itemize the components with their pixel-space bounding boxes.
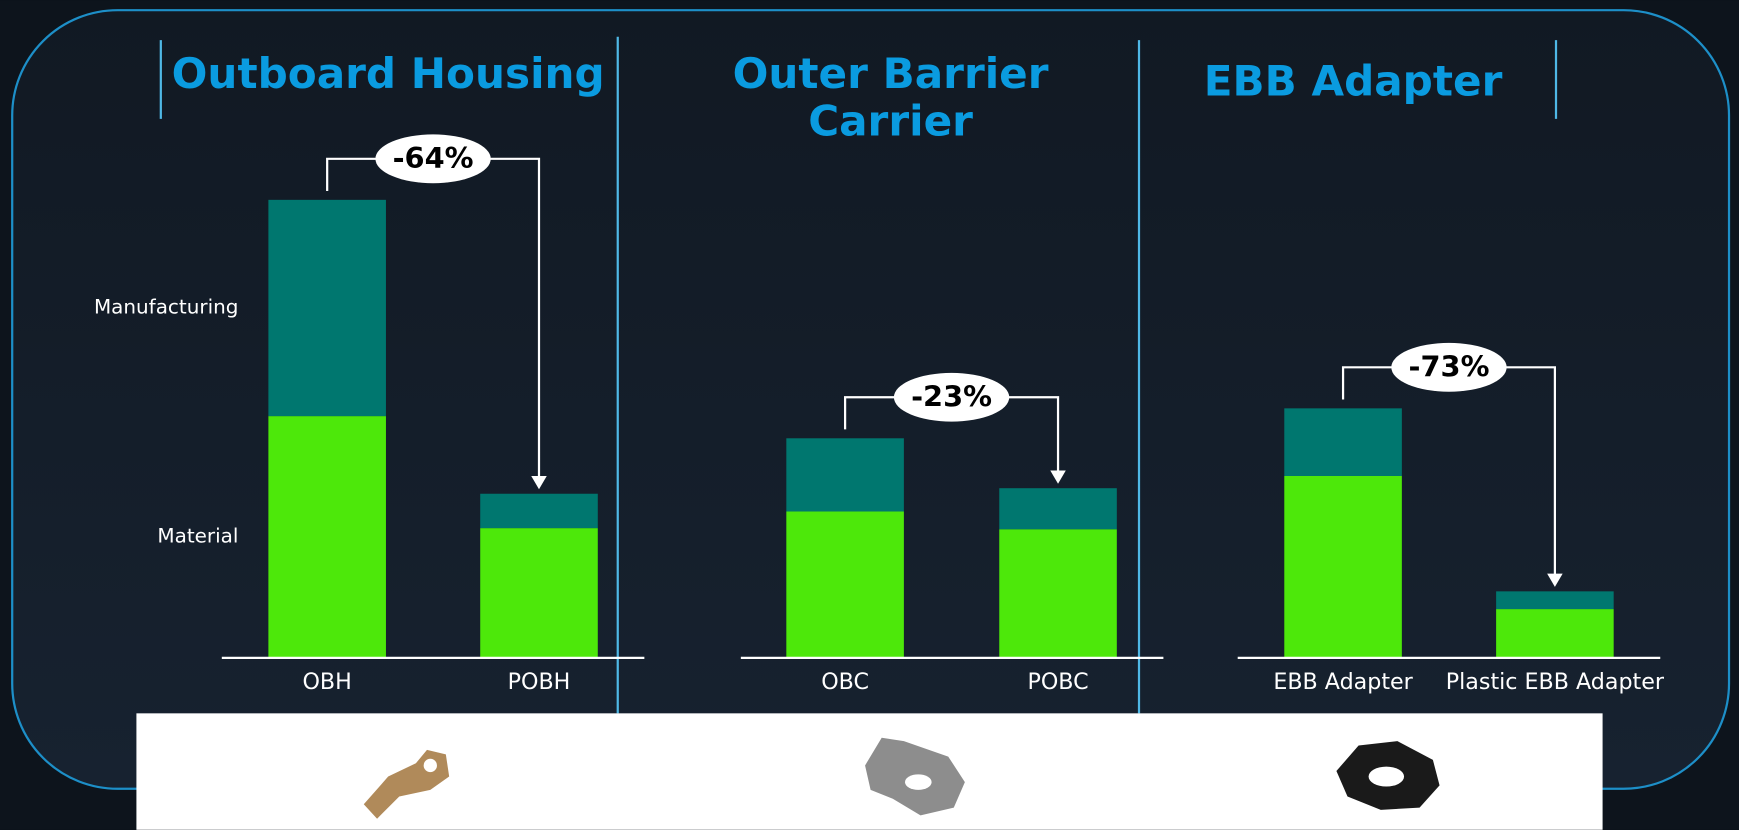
bar-segment	[1284, 475, 1402, 658]
annotation-bubble	[893, 372, 1010, 422]
bar-segment	[480, 528, 598, 658]
chart-title: Outboard Housing	[171, 50, 605, 98]
bar-segment	[1496, 591, 1614, 610]
bar-segment	[268, 199, 386, 417]
chart-title: EBB Adapter	[1203, 57, 1503, 106]
bar-segment	[786, 438, 904, 512]
arrow-head	[1050, 470, 1066, 484]
x-tick-label: OBH	[302, 669, 351, 695]
chart-title-text: EBB Adapter	[1203, 57, 1503, 106]
bar-segment	[999, 488, 1117, 530]
x-tick-label: Plastic EBB Adapter	[1446, 669, 1665, 695]
annotation: -73%	[1408, 349, 1489, 383]
bar-segment	[1284, 408, 1402, 476]
bar-segment	[480, 493, 598, 529]
chart-title-text: Outer Barrier Carrier	[732, 50, 1049, 146]
bar-segment	[1496, 609, 1614, 658]
chart-title: Outer Barrier Carrier	[732, 50, 1049, 146]
bar-segment	[268, 416, 386, 658]
legend-label: Manufacturing	[94, 294, 239, 318]
chart-title-text: Outboard Housing	[171, 50, 605, 98]
part-image	[865, 737, 965, 816]
bar-segment	[999, 529, 1117, 658]
annotation-bubble	[1391, 342, 1507, 392]
legend-label: Material	[157, 523, 238, 547]
bar-segment	[786, 511, 904, 658]
arrow-head	[531, 475, 547, 490]
annotation: -64%	[393, 141, 474, 175]
x-tick-label: EBB Adapter	[1273, 669, 1413, 695]
part-image	[1336, 741, 1440, 810]
x-tick-label: OBC	[821, 669, 869, 695]
part-image	[363, 749, 450, 819]
annotation: -23%	[911, 379, 992, 413]
x-tick-label: POBH	[508, 669, 571, 695]
arrow-head	[1547, 573, 1563, 587]
x-tick-label: POBC	[1027, 669, 1088, 695]
annotation-bubble	[375, 134, 491, 184]
